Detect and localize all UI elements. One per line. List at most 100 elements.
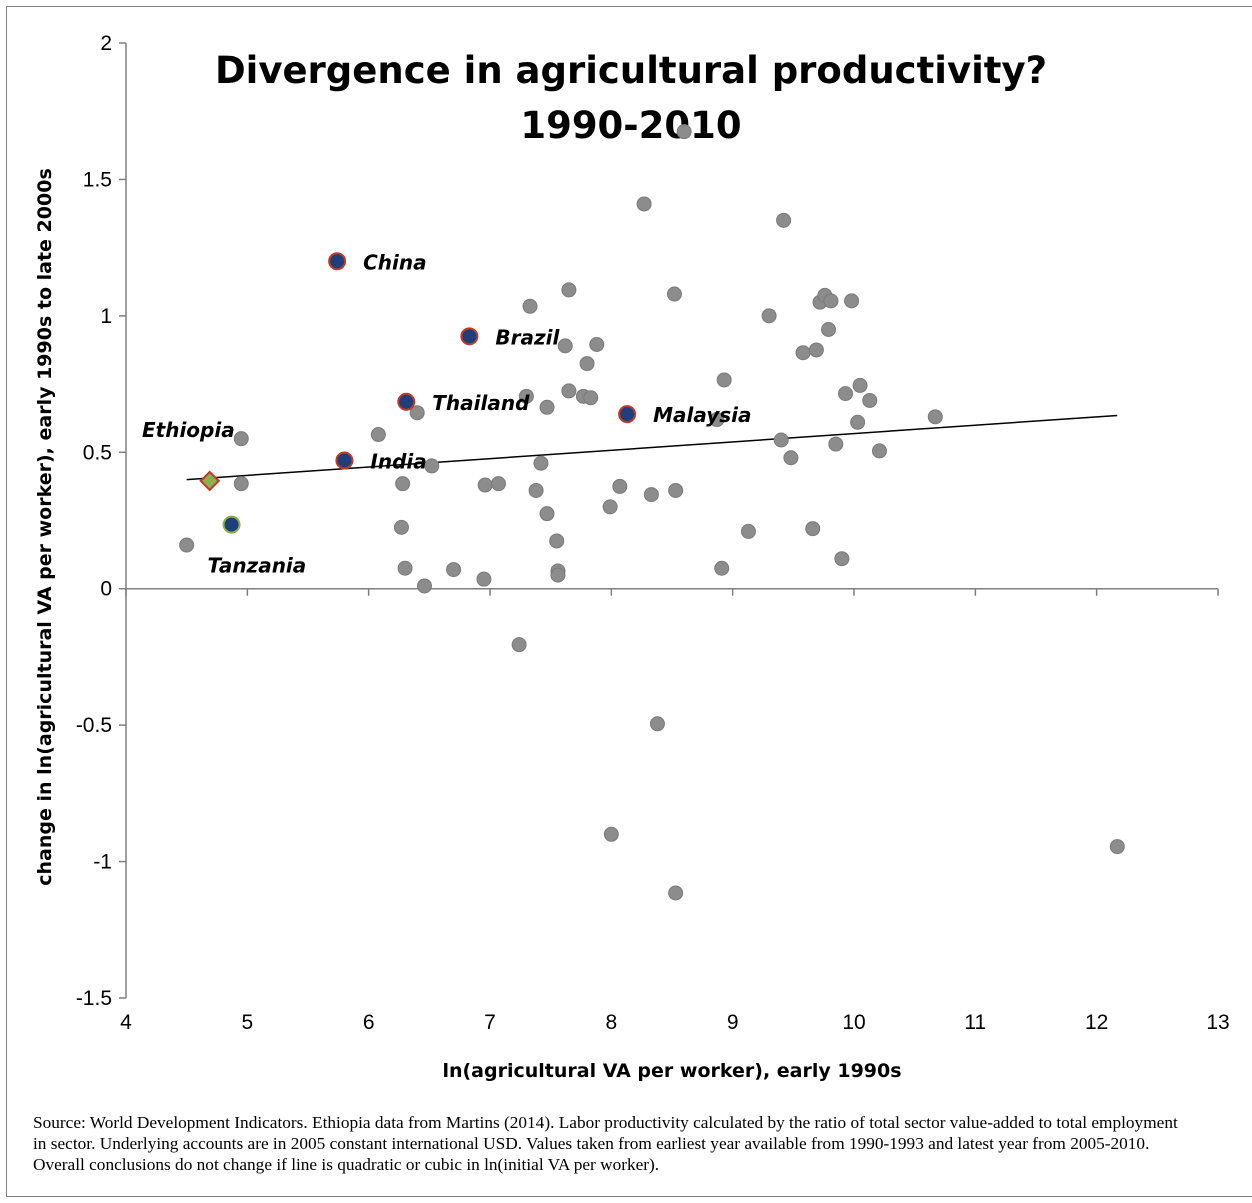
data-point [395, 476, 411, 492]
malaysia-point [618, 405, 637, 424]
data-point [709, 412, 725, 428]
data-point [409, 405, 425, 421]
data-point [795, 345, 811, 361]
data-point [233, 476, 249, 492]
y-tick-label: 0 [100, 578, 112, 601]
data-point [549, 533, 565, 549]
y-tick-label: -1 [93, 851, 112, 874]
china-point [328, 252, 347, 271]
data-point [666, 286, 682, 302]
data-point [716, 372, 732, 388]
brazil-label: Brazil [495, 325, 560, 349]
data-point [714, 560, 730, 576]
x-tick-label: 6 [363, 1011, 375, 1034]
y-tick-label: 2 [100, 32, 112, 55]
india-label: India [370, 449, 426, 473]
data-point [740, 523, 756, 539]
y-tick-label: 1 [100, 305, 112, 328]
y-tick-label: 0.5 [83, 441, 112, 464]
chart-title-line-2: 1990-2010 [520, 104, 741, 147]
data-point [838, 386, 854, 402]
data-point [668, 482, 684, 498]
x-tick-label: 9 [727, 1011, 739, 1034]
ethiopia-point [199, 470, 221, 492]
data-point [808, 342, 824, 358]
ethiopia-label: Ethiopia [142, 418, 235, 442]
data-point [828, 436, 844, 452]
data-point [561, 282, 577, 298]
data-point [528, 482, 544, 498]
x-tick-label: 4 [120, 1011, 132, 1034]
y-tick-label: -0.5 [76, 714, 112, 737]
data-point [602, 499, 618, 515]
data-point [761, 308, 777, 324]
data-point [776, 212, 792, 228]
data-point [490, 476, 506, 492]
data-point [233, 431, 249, 447]
data-point [416, 578, 432, 594]
data-point [424, 458, 440, 474]
y-tick-label: 1.5 [83, 168, 112, 191]
x-tick-label: 11 [964, 1011, 986, 1034]
brazil-point [460, 327, 479, 346]
x-tick-label: 12 [1085, 1011, 1108, 1034]
data-point [589, 337, 605, 353]
malaysia-label: Malaysia [653, 403, 751, 427]
data-point [539, 399, 555, 415]
x-tick-label: 7 [484, 1011, 496, 1034]
data-point [821, 322, 837, 337]
source-note: Source: World Development Indicators. Et… [33, 1112, 1252, 1175]
india-point [335, 451, 354, 470]
data-point [446, 562, 462, 578]
source-line-3: Overall conclusions do not change if lin… [33, 1155, 660, 1174]
data-point [603, 826, 619, 842]
data-point [518, 388, 534, 404]
x-tick-label: 10 [842, 1011, 865, 1034]
data-point [370, 427, 386, 443]
data-point [612, 478, 628, 494]
data-point [511, 637, 527, 653]
data-point [579, 356, 595, 372]
data-point [522, 298, 538, 314]
data-point [773, 432, 789, 448]
data-point [834, 551, 850, 567]
data-point [844, 293, 860, 309]
data-point [393, 519, 409, 535]
data-point [179, 537, 195, 553]
chart-title-line-1: Divergence in agricultural productivity? [215, 49, 1047, 92]
data-point [850, 414, 866, 430]
chart-frame: Divergence in agricultural productivity?… [6, 6, 1252, 1197]
data-point [636, 196, 652, 212]
data-point [397, 560, 413, 576]
data-point [862, 392, 878, 408]
data-point [1109, 839, 1125, 855]
china-label: China [363, 250, 427, 274]
data-point [557, 338, 573, 354]
data-point [871, 443, 887, 459]
source-line-1: Source: World Development Indicators. Et… [33, 1113, 1178, 1132]
data-point [533, 455, 549, 471]
data-point [643, 487, 659, 503]
x-tick-label: 8 [605, 1011, 617, 1034]
data-point [583, 390, 599, 406]
x-tick-label: 13 [1206, 1011, 1229, 1034]
data-point [927, 409, 943, 425]
data-point [476, 571, 492, 587]
y-axis-title: change in ln(agricultural VA per worker)… [34, 168, 56, 885]
x-axis-title: ln(agricultural VA per worker), early 19… [442, 1060, 901, 1082]
thailand-point [397, 392, 416, 411]
scatter-chart: Divergence in agricultural productivity?… [34, 32, 1230, 1082]
data-point [805, 521, 821, 537]
thailand-label: Thailand [432, 391, 530, 415]
data-point [477, 477, 493, 493]
data-point [676, 124, 692, 140]
data-point [561, 383, 577, 399]
trendline [186, 414, 1118, 481]
data-point [668, 885, 684, 901]
data-point [823, 293, 839, 309]
data-point [649, 716, 665, 732]
data-point [852, 377, 868, 393]
x-tick-label: 5 [241, 1011, 253, 1034]
data-point [783, 450, 799, 466]
y-tick-label: -1.5 [76, 987, 112, 1010]
